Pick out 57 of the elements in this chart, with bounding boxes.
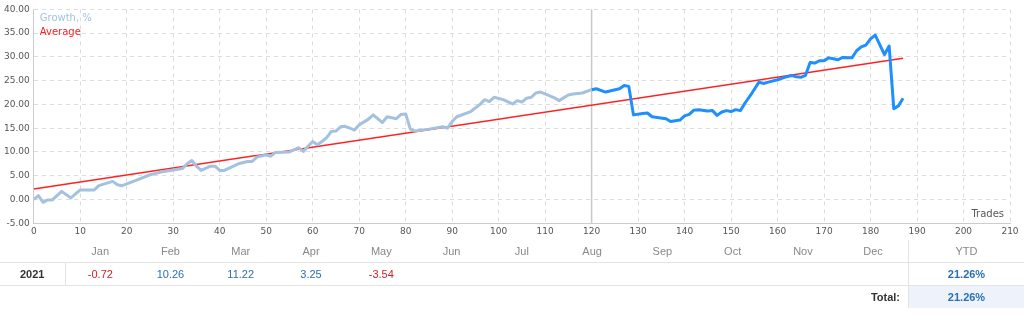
y-tick-label: 5.00 <box>9 170 31 181</box>
category-label: Aug <box>556 240 628 263</box>
x-tick-label: 60 <box>306 225 319 236</box>
y-tick-label: 10.00 <box>4 146 31 157</box>
category-label: Apr <box>275 240 347 263</box>
y-tick-label: 25.00 <box>4 75 31 86</box>
category-label: Dec <box>838 240 909 263</box>
category-label: Feb <box>135 240 206 263</box>
x-tick-label: 180 <box>861 225 880 236</box>
category-label: YTD <box>908 240 1024 263</box>
x-axis-title: Trades <box>970 208 1004 220</box>
category-label: May <box>346 240 417 263</box>
text: 21.26% <box>947 268 986 280</box>
category-label: Sep <box>627 240 698 263</box>
x-tick-label: 20 <box>121 225 133 236</box>
x-tick-label: 70 <box>353 225 366 236</box>
x-tick-label: 130 <box>629 225 647 236</box>
text: 11.22 <box>227 268 255 280</box>
x-tick-label: 90 <box>446 225 459 236</box>
text: -0.72 <box>87 268 113 280</box>
category-label: Jul <box>486 240 557 263</box>
category-label: Mar <box>205 240 276 263</box>
text: 10.26 <box>156 268 185 280</box>
x-tick-label: 10 <box>74 225 87 236</box>
y-tick-label: -5.00 <box>6 217 31 228</box>
y-tick-label: 40.00 <box>4 3 31 14</box>
text: -3.54 <box>368 268 394 280</box>
text: Average <box>39 26 81 38</box>
category-label: 2021 <box>20 268 45 280</box>
text: 3.25 <box>300 268 322 280</box>
x-tick-label: 160 <box>768 225 787 236</box>
x-tick-label: 210 <box>1001 225 1019 236</box>
y-tick-label: 20.00 <box>4 98 31 109</box>
y-tick-label: 0.00 <box>9 193 31 204</box>
x-tick-label: 100 <box>490 225 508 236</box>
category-label: Jan <box>65 240 136 263</box>
y-tick-label: 15.00 <box>4 122 31 133</box>
text: Growth, % <box>39 12 92 24</box>
x-tick-label: 80 <box>399 225 412 236</box>
x-tick-label: 200 <box>954 225 973 236</box>
y-tick-label: 30.00 <box>4 51 31 62</box>
x-tick-label: 120 <box>583 225 601 236</box>
x-tick-label: 0 <box>30 225 37 236</box>
y-tick-label: 35.00 <box>4 27 31 38</box>
x-tick-label: 30 <box>167 225 180 236</box>
x-tick-label: 190 <box>908 225 926 236</box>
x-tick-label: 110 <box>536 225 554 236</box>
x-tick-label: 140 <box>675 225 694 236</box>
x-tick-label: 170 <box>815 225 833 236</box>
category-label: Oct <box>697 240 768 263</box>
x-tick-label: 50 <box>260 225 273 236</box>
category-label: Jun <box>416 240 487 263</box>
category-label: Nov <box>767 240 839 263</box>
x-tick-label: 40 <box>213 225 226 236</box>
x-tick-label: 150 <box>722 225 740 236</box>
category-label: Total: <box>870 291 900 303</box>
text: 21.26% <box>947 291 986 303</box>
